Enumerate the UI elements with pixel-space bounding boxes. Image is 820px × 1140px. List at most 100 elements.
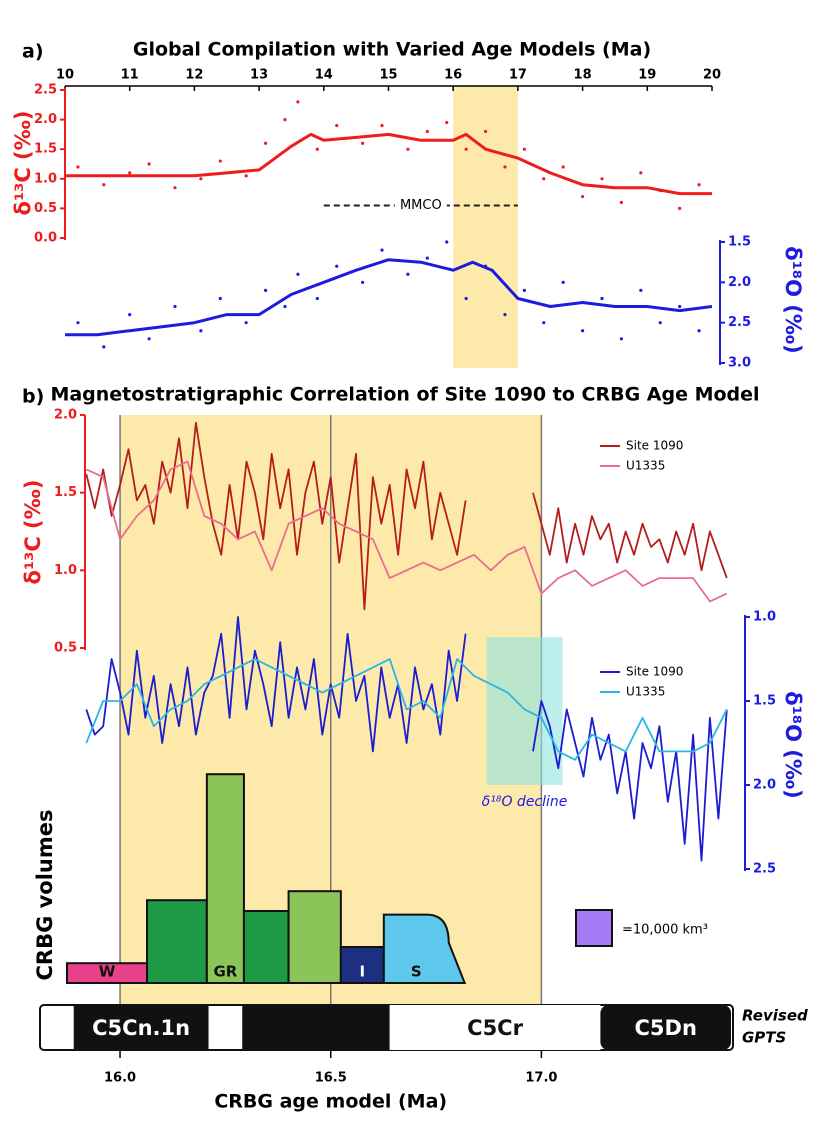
gpts-label: GPTS [742,1029,786,1047]
volume-bar [287,890,342,985]
data-point [503,313,507,317]
y-tick-label: 2.0 [753,778,776,793]
annotation-box [486,637,563,785]
chron-label: C5Cr [467,1016,523,1040]
y-tick-label: 0.5 [34,201,57,216]
x-tick-label: 11 [121,68,139,83]
data-point [361,280,365,284]
y-tick-label: 2.0 [54,408,77,423]
data-point [619,337,624,341]
x-tick-label: 19 [638,68,656,83]
y-axis-title: δ¹⁸O (‰) [781,246,805,353]
data-point [173,186,177,190]
y-axis-title: δ¹⁸O (‰) [781,691,805,798]
y-tick-label: 1.0 [34,171,57,186]
chron [73,1005,209,1050]
data-point [639,171,643,175]
data-point [128,171,132,175]
y-tick-label: 1.0 [54,563,77,578]
data-point [147,337,151,341]
data-point [561,280,565,284]
y-tick-label: 1.5 [54,485,77,500]
data-point [128,313,132,317]
annotation: δ¹⁸O decline [482,794,568,810]
volume-bar [146,899,208,985]
series-line [85,616,728,862]
data-point [503,165,507,169]
series-line [65,258,713,337]
y-tick-label: 2.5 [728,315,751,330]
x-tick-label: 13 [250,68,268,83]
volume-label: S [411,963,422,981]
data-point [697,183,701,187]
data-point [445,120,449,125]
data-point [76,165,80,169]
legend-label: U1335 [626,685,665,699]
data-point [147,162,151,166]
volume-bar [242,910,290,984]
data-point [581,329,585,333]
data-point [173,304,177,309]
chron-label: C5Dn [634,1016,696,1040]
y-tick-label: 1.5 [34,142,57,157]
highlight-band [453,86,518,368]
scale-label: =10,000 km³ [622,923,708,938]
data-point [244,321,248,325]
x-tick-label: 16.0 [104,1071,136,1086]
y-tick-label: 2.5 [753,862,776,877]
volume-bar [205,773,245,985]
volume-bar [339,946,385,984]
volume-axis-title: CRBG volumes [33,809,57,980]
y-tick-label: 2.0 [34,112,57,127]
panel-label: b) [22,386,44,408]
data-point [561,165,565,169]
data-point [296,100,300,104]
x-tick-label: 16 [444,68,462,83]
data-point [263,141,268,145]
data-point [406,272,410,276]
data-point [102,183,106,187]
data-point [464,147,468,151]
series-line [85,460,728,603]
y-tick-label: 2.0 [728,275,751,290]
data-point [445,240,449,244]
data-point [361,141,365,145]
data-point [678,304,682,309]
y-axis-title: δ¹³C (‰) [21,480,45,585]
y-tick-label: 0.5 [54,641,77,656]
data-point [600,177,604,181]
scale-swatch [575,909,613,947]
y-tick-label: 1.5 [728,235,751,250]
data-point [522,288,526,292]
data-point [315,147,319,151]
data-point [315,296,319,301]
data-point [102,345,106,349]
y-tick-label: 2.5 [34,83,57,98]
chart-title: Magnetostratigraphic Correlation of Site… [50,384,759,406]
data-point [199,177,203,181]
annotation: MMCO [400,198,442,213]
data-point [76,321,80,325]
data-point [263,288,268,292]
x-tick-label: 16.5 [315,1071,347,1086]
chron-label: C5Cn.1n [92,1016,190,1040]
data-point [218,159,222,163]
data-point [619,200,624,205]
data-point [199,329,203,333]
x-tick-label: 12 [185,68,203,83]
data-point [425,129,429,134]
data-point [542,321,546,325]
data-point [425,256,429,260]
x-tick-label: 17.0 [525,1071,557,1086]
data-point [581,194,585,199]
x-tick-label: 10 [56,68,74,83]
data-point [380,123,384,128]
volume-label: W [99,963,116,981]
y-tick-label: 0.0 [34,231,57,246]
chron [600,1005,732,1050]
x-axis-title: CRBG age model (Ma) [214,1091,447,1113]
y-tick-label: 3.0 [728,356,751,371]
legend-label: U1335 [626,459,665,473]
data-point [218,296,222,301]
